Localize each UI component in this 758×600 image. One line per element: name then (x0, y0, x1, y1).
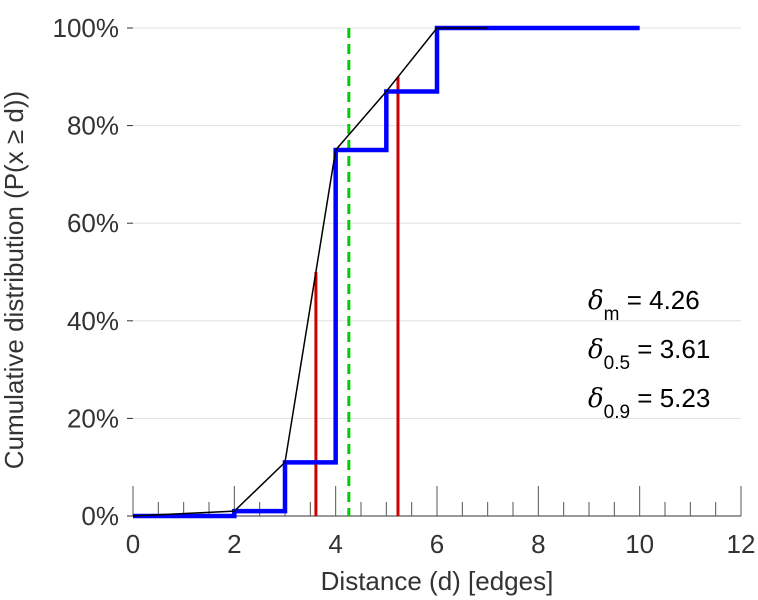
y-tick-label: 60% (67, 208, 119, 238)
y-tick-label: 0% (81, 501, 119, 531)
interpolated-cdf-line (132, 27, 488, 517)
y-axis-label: Cumulative distribution (P(x ≥ d)) (0, 91, 29, 469)
x-tick-label: 10 (625, 529, 654, 559)
y-tick-label: 40% (67, 306, 119, 336)
x-tick-label: 6 (430, 529, 444, 559)
x-tick-label: 12 (727, 529, 756, 559)
x-tick-label: 4 (328, 529, 342, 559)
y-tick-label: 100% (53, 13, 120, 43)
x-tick-label: 2 (227, 529, 241, 559)
x-tick-label: 8 (531, 529, 545, 559)
x-axis-label: Distance (d) [edges] (321, 566, 554, 596)
series (132, 25, 640, 519)
stat-annotation: δm = 4.26 (588, 285, 700, 325)
step-cdf-line (133, 25, 640, 519)
markers (314, 28, 400, 516)
x-tick-label: 0 (126, 529, 140, 559)
y-tick-label: 80% (67, 111, 119, 141)
stat-annotation: δ0.9 = 5.23 (588, 383, 710, 423)
y-tick-label: 20% (67, 403, 119, 433)
axes: 0% 20% 40% 60% 80% 100% 0 2 4 6 8 10 12 (53, 13, 756, 559)
stats-annotations: δm = 4.26 δ0.5 = 3.61 δ0.9 = 5.23 (588, 285, 710, 423)
stat-annotation: δ0.5 = 3.61 (588, 334, 710, 374)
labels: Distance (d) [edges] Cumulative distribu… (0, 91, 553, 596)
